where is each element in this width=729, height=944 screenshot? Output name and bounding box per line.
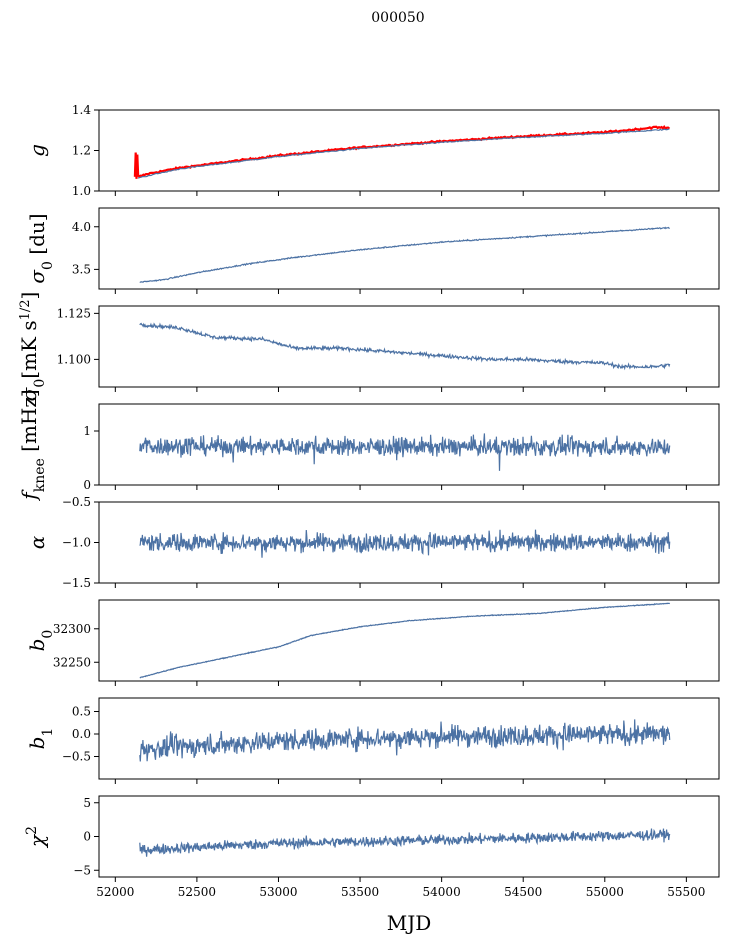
y-tick-label-b1: 0.5 (72, 705, 91, 719)
y-tick-label-alpha: −1.5 (62, 576, 91, 590)
line-b1 (139, 719, 671, 762)
axes-frame-sigma0-mk (98, 305, 720, 388)
y-tick-label-b1: −0.5 (62, 750, 91, 764)
y-tick-label-sigma0-mk: 1.100 (57, 352, 91, 366)
y-tick-label-alpha: −1.0 (62, 536, 91, 550)
axes-frame-gain (98, 109, 720, 192)
x-axis-label: MJD (387, 911, 432, 935)
y-tick-label-gain: 1.4 (72, 103, 91, 117)
panel-gain: 1.0 1.2 1.4 g (25, 103, 720, 198)
y-tick-label-chi2: 0 (83, 830, 91, 844)
line-b0 (139, 602, 671, 679)
y-axis-label-sigma0-mk: σ0[mK s1/2] (17, 292, 48, 402)
line-sigma0-du (139, 226, 670, 284)
series-b1 (139, 719, 671, 762)
axes-frame-b0 (98, 599, 720, 682)
axes-frame-fknee (98, 403, 720, 486)
y-axis-label-alpha: α (25, 535, 49, 549)
panel-sigma0-du: 3.5 4.0 σ0 [du] (25, 207, 720, 294)
series-chi2 (139, 828, 671, 857)
y-tick-label-gain: 1.2 (72, 144, 91, 158)
y-tick-label-sigma0-du: 3.5 (72, 262, 91, 276)
series-alpha (139, 529, 671, 558)
y-tick-label-fknee: 0 (83, 478, 91, 492)
y-axis-label-chi2: χ2 (24, 826, 49, 849)
y-tick-label-sigma0-mk: 1.125 (57, 306, 91, 320)
x-tick-label: 53000 (259, 885, 297, 899)
figure-title: 000050 (371, 10, 424, 26)
panel-sigma0-mk: 1.100 1.125 σ0[mK s1/2] (17, 292, 720, 402)
series-b0 (139, 602, 671, 679)
y-axis-label-sigma0-du: σ0 [du] (25, 213, 56, 283)
y-tick-label-alpha: −0.5 (62, 495, 91, 509)
y-tick-label-chi2: −5 (73, 863, 91, 877)
y-tick-label-b0: 32250 (53, 655, 91, 669)
y-tick-label-chi2: 5 (83, 796, 91, 810)
line-fknee (139, 433, 671, 471)
y-axis-label-fknee: fknee [mHz] (17, 389, 48, 501)
panels: 1.0 1.2 1.4 g 3.5 4.0 σ0 [du] 1.100 1.125 σ0[mK s… (17, 103, 720, 899)
series-sigma0-mk (139, 322, 671, 371)
panel-fknee: 0 1 fknee [mHz] (17, 389, 720, 502)
panel-b1: −0.5 0.0 0.5 b1 (25, 697, 720, 784)
series-fknee (139, 433, 671, 471)
series-sigma0-du (139, 226, 670, 284)
x-tick-label: 55500 (667, 885, 705, 899)
line-gain-data (137, 128, 670, 179)
y-axis-label-b0: b0 (25, 630, 56, 652)
line-chi2 (139, 828, 671, 857)
x-tick-label: 54000 (423, 885, 461, 899)
x-tick-label: 52000 (96, 885, 134, 899)
y-axis-label-b1: b1 (25, 728, 56, 750)
panel-alpha: −1.5 −1.0 −0.5 α (25, 495, 720, 590)
series-gain (133, 124, 671, 179)
y-tick-label-b0: 32300 (53, 622, 91, 636)
x-tick-label: 54500 (504, 885, 542, 899)
line-sigma0-mk (139, 322, 671, 371)
y-tick-label-sigma0-du: 4.0 (72, 220, 91, 234)
y-tick-label-fknee: 1 (83, 424, 91, 438)
axes-frame-alpha (98, 501, 720, 584)
axes-frame-sigma0-du (98, 207, 720, 290)
y-tick-label-b1: 0.0 (72, 727, 91, 741)
axes-frame-b1 (98, 697, 720, 780)
x-tick-label: 55000 (586, 885, 624, 899)
x-tick-label: 53500 (341, 885, 379, 899)
y-axis-label-gain: g (25, 144, 49, 157)
line-alpha (139, 529, 671, 558)
x-tick-label: 52500 (178, 885, 216, 899)
y-tick-label-gain: 1.0 (72, 184, 91, 198)
panel-chi2: −5 0 5 52000 52500 53000 53500 54000 54500 55000 5… (24, 795, 720, 899)
